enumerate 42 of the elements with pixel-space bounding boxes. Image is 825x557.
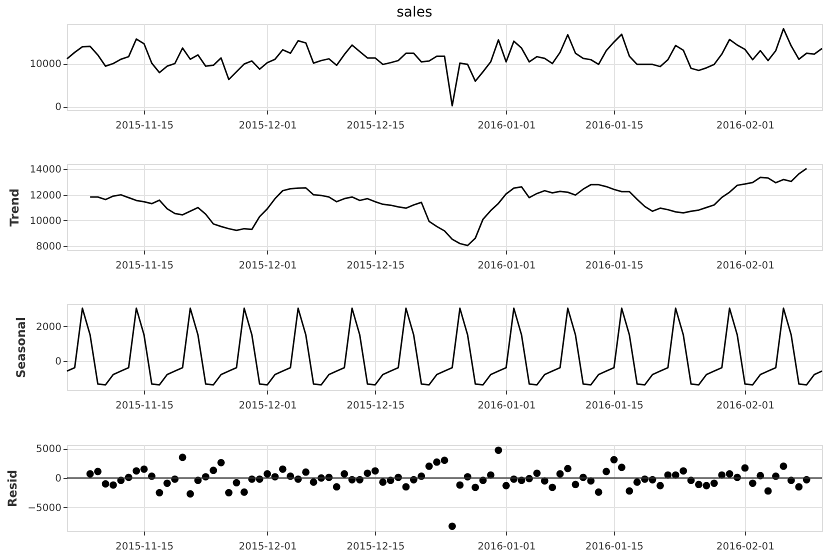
x-tick-label: 2015-12-01 [238,120,297,132]
y-axis-title: Seasonal [14,316,28,378]
x-tick-label: 2015-12-01 [238,400,297,412]
y-tick-label: 12000 [30,190,62,202]
line-series [66,28,823,106]
x-tick-label: 2016-01-01 [478,400,536,412]
y-tick-label: 10000 [30,216,62,227]
chart-title: sales [396,4,432,20]
y-tick-label: 8000 [36,242,62,253]
x-tick-label: 2015-12-01 [238,260,297,272]
x-tick-label: 2016-01-15 [585,260,644,272]
y-tick-label: 10000 [30,59,62,70]
x-tick-label: 2016-02-01 [716,260,775,272]
y-tick-label: 2000 [36,322,62,333]
y-tick-label: 14000 [30,164,62,176]
x-tick-label: 2015-12-01 [238,542,297,552]
x-tick-label: 2016-02-01 [716,542,775,552]
x-tick-label: 2016-02-01 [716,120,775,132]
y-tick-label: 0 [55,102,62,114]
x-tick-label: 2015-11-15 [115,260,174,272]
line-series [66,308,823,386]
y-tick-label: 0 [55,356,62,368]
line-series [89,168,808,246]
y-tick-label: 0 [55,473,62,484]
x-tick-label: 2016-01-01 [478,120,536,132]
x-tick-label: 2015-12-15 [346,260,405,272]
x-tick-label: 2016-01-15 [585,400,644,412]
x-tick-label: 2015-11-15 [115,400,174,412]
x-tick-label: 2015-12-15 [346,400,405,412]
x-tick-label: 2015-11-15 [115,542,174,552]
x-tick-label: 2016-01-01 [478,260,536,272]
x-tick-label: 2015-11-15 [115,120,174,132]
x-tick-label: 2016-01-15 [585,542,644,552]
x-tick-label: 2015-12-15 [346,542,405,552]
x-tick-label: 2016-01-15 [585,120,644,132]
y-axis-title: Trend [8,188,22,227]
x-tick-label: 2016-01-01 [478,542,536,552]
x-tick-label: 2016-02-01 [716,400,775,412]
y-axis-title: Resid [6,470,20,508]
y-tick-label: −5000 [28,502,62,514]
x-tick-label: 2015-12-15 [346,120,405,132]
y-tick-label: 5000 [36,444,62,456]
